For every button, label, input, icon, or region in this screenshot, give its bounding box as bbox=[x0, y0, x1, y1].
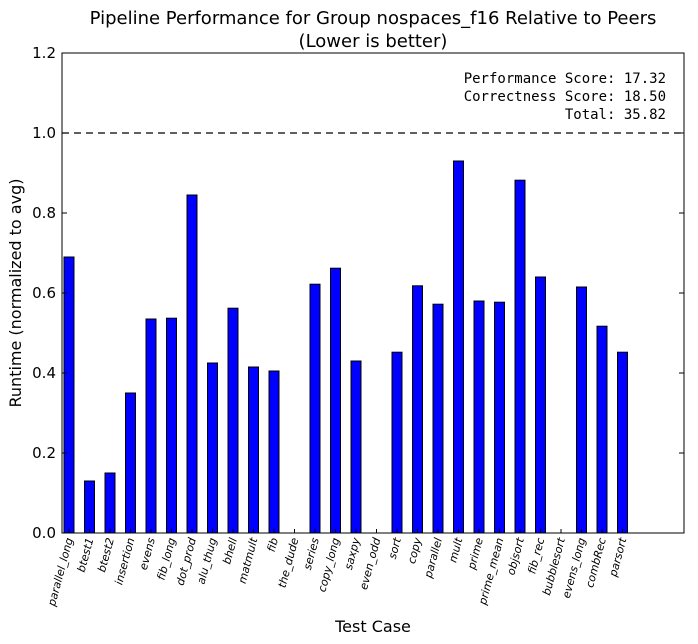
y-tick-label: 1.0 bbox=[32, 124, 56, 142]
bar-parallel_long bbox=[63, 256, 75, 534]
y-tick-label: 0.2 bbox=[32, 444, 56, 462]
bar-evens bbox=[145, 318, 157, 534]
x-tick-label: fib_rec bbox=[525, 536, 547, 575]
x-tick-label: copy bbox=[405, 536, 424, 565]
correctness-score: Correctness Score: 18.50 bbox=[464, 89, 666, 105]
total-score: Total: 35.82 bbox=[565, 107, 666, 123]
x-tick-label: evens bbox=[137, 536, 158, 571]
x-tick-label: parsort bbox=[606, 536, 629, 579]
chart-subtitle: (Lower is better) bbox=[299, 31, 448, 52]
x-tick-label: insertion bbox=[112, 536, 137, 586]
x-tick-label: saxpy bbox=[342, 536, 363, 571]
y-tick-label: 0.4 bbox=[32, 364, 56, 382]
bar-copy bbox=[412, 285, 423, 534]
x-tick-label: sort bbox=[386, 536, 404, 561]
y-tick-label: 1.2 bbox=[32, 44, 56, 62]
x-tick-label: mult bbox=[446, 536, 465, 564]
x-tick-label: series bbox=[301, 536, 322, 571]
bar-fib_long bbox=[166, 317, 177, 534]
x-tick-label: btest2 bbox=[95, 536, 117, 573]
x-tick-label: fib bbox=[265, 536, 281, 553]
bar-parallel bbox=[432, 303, 444, 534]
performance-score: Performance Score: 17.32 bbox=[464, 71, 666, 87]
bars-group bbox=[63, 160, 628, 534]
bar-copy_long bbox=[330, 267, 341, 534]
x-tick-label: alu_thug bbox=[195, 536, 220, 585]
bar-bhell bbox=[227, 307, 239, 534]
bar-evens_long bbox=[576, 286, 587, 534]
y-tick-label: 0.0 bbox=[32, 524, 56, 542]
bar-mult bbox=[453, 160, 464, 534]
y-tick-label: 0.6 bbox=[32, 284, 56, 302]
bar-fib_rec bbox=[535, 276, 546, 534]
x-tick-label: bhell bbox=[220, 536, 240, 565]
x-tick-label: btest1 bbox=[75, 536, 97, 573]
bar-btest1 bbox=[84, 480, 95, 534]
x-axis-label: Test Case bbox=[334, 617, 411, 636]
y-tick-label: 0.8 bbox=[32, 204, 56, 222]
x-tick-label: parallel_long bbox=[45, 536, 76, 608]
x-tick-label: matmult bbox=[236, 536, 261, 585]
bar-prime_mean bbox=[494, 301, 505, 534]
bar-objsort bbox=[514, 179, 526, 534]
bar-combRec bbox=[596, 325, 608, 534]
bar-dot_prod bbox=[186, 194, 198, 534]
chart-title: Pipeline Performance for Group nospaces_… bbox=[90, 8, 657, 29]
bar-btest2 bbox=[104, 472, 116, 534]
bar-matmult bbox=[248, 366, 259, 534]
x-tick-label: objsort bbox=[504, 536, 527, 577]
x-tick-label: fib_long bbox=[155, 536, 179, 581]
bar-prime bbox=[473, 300, 485, 534]
bar-sort bbox=[391, 351, 403, 534]
bar-fib bbox=[268, 370, 280, 534]
bar-saxpy bbox=[350, 360, 362, 534]
x-tick-label: parallel bbox=[421, 536, 444, 580]
x-tick-label: prime bbox=[465, 536, 486, 572]
bar-series bbox=[309, 283, 321, 534]
y-axis-label: Runtime (normalized to avg) bbox=[6, 179, 25, 408]
bar-alu_thug bbox=[207, 362, 218, 534]
bar-insertion bbox=[125, 392, 136, 534]
y-axis: 0.0 0.2 0.4 0.6 0.8 1.0 1.2 bbox=[32, 44, 684, 542]
bar-parsort bbox=[617, 351, 628, 534]
